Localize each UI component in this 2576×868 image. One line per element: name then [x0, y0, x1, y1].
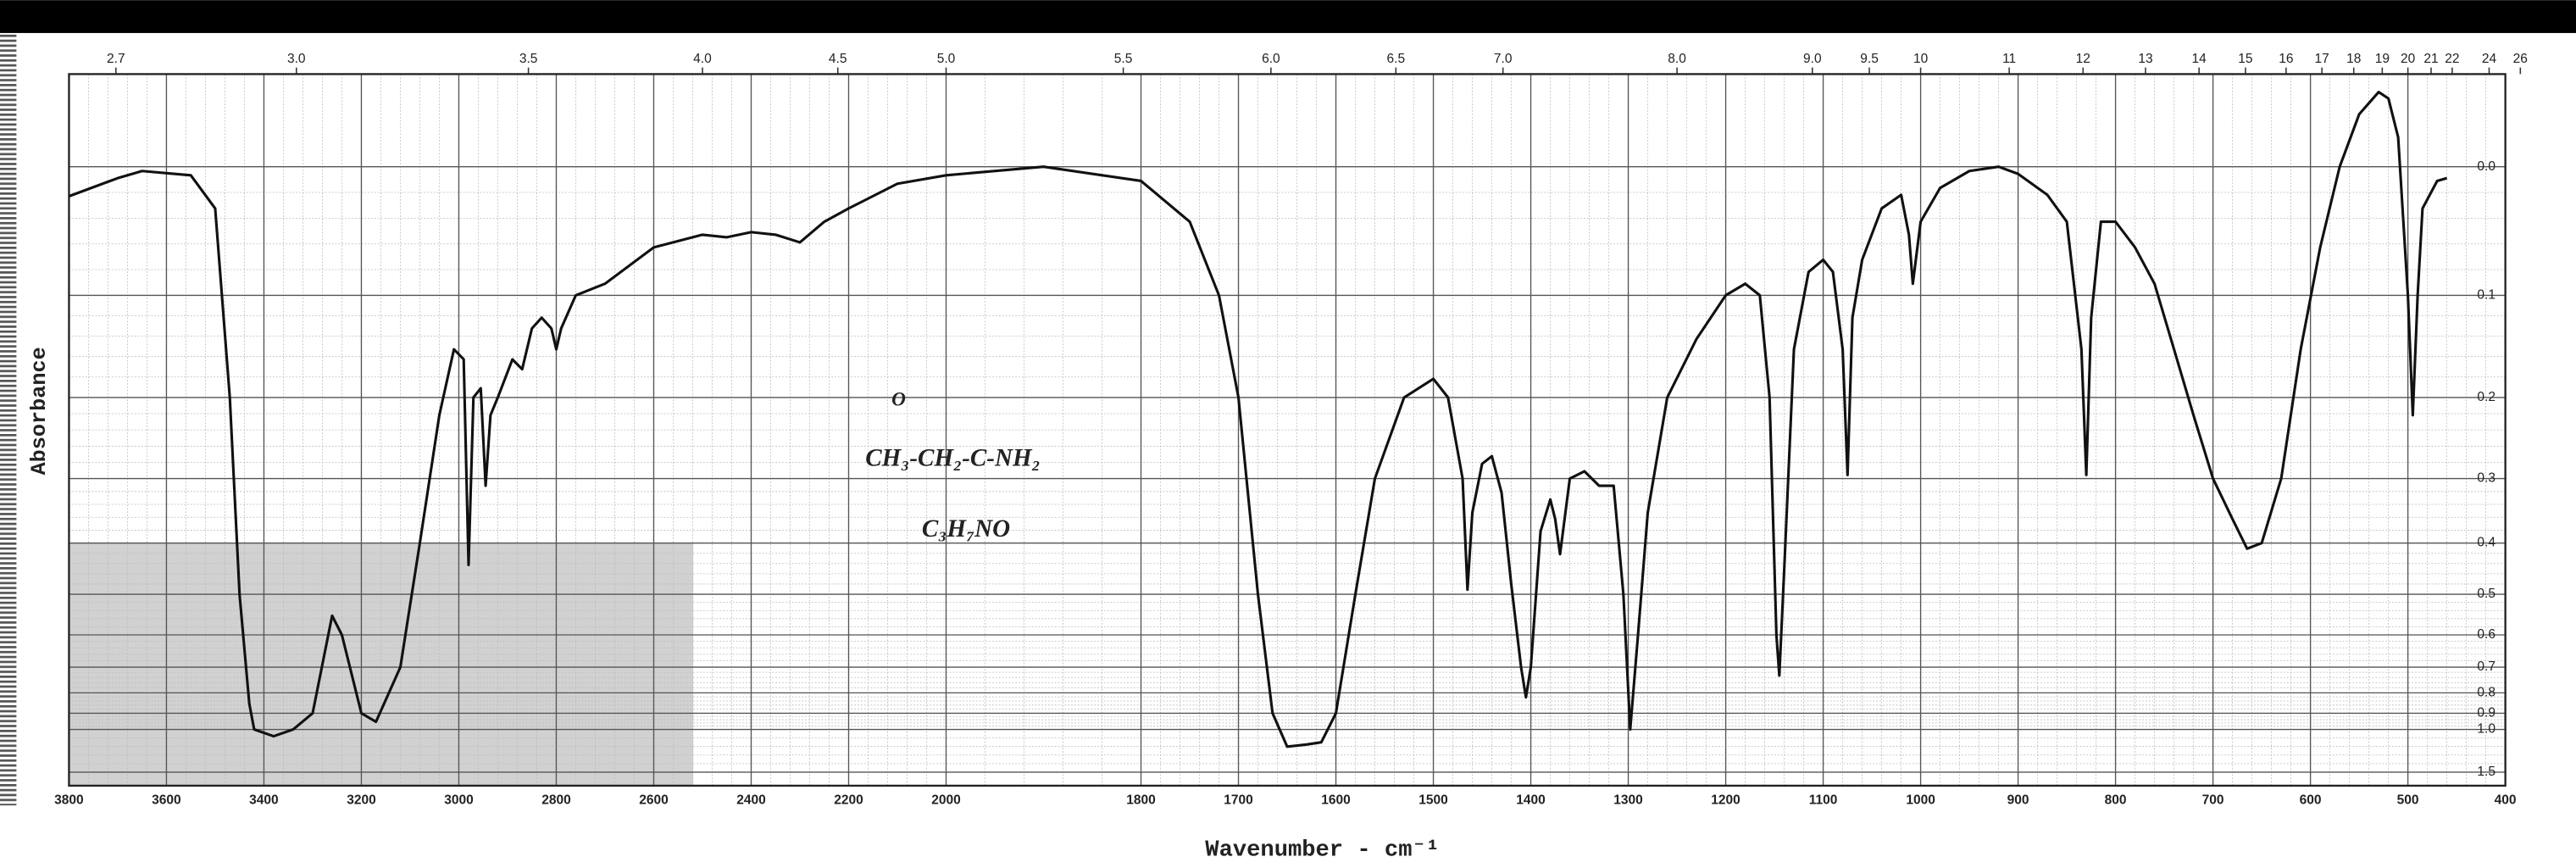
x2-tick-label: 17 — [2315, 52, 2329, 66]
x2-tick-label: 8.0 — [1668, 52, 1686, 66]
x-tick-label: 3000 — [444, 793, 473, 807]
x2-tick-label: 6.5 — [1387, 52, 1406, 66]
x-tick-label: 2200 — [834, 793, 863, 807]
x2-tick-label: 11 — [2002, 52, 2016, 66]
x-tick-label: 2400 — [736, 793, 765, 807]
y-tick-label: 1.0 — [2477, 722, 2496, 737]
x2-tick-label: 2.7 — [107, 52, 125, 66]
x2-tick-label: 13 — [2138, 52, 2152, 66]
spectrum-line — [68, 91, 2448, 748]
y-tick-label: 0.3 — [2477, 471, 2496, 486]
x2-tick-label: 5.5 — [1114, 52, 1133, 66]
x2-tick-label: 5.0 — [937, 52, 956, 66]
x-tick-label: 3600 — [152, 793, 180, 807]
x-axis-label: Wavenumber - cm⁻¹ — [1205, 837, 1440, 864]
x-tick-label: 3200 — [347, 793, 375, 807]
y-tick-label: 0.0 — [2477, 159, 2496, 174]
x-tick-label: 1700 — [1224, 793, 1252, 807]
x2-tick-label: 4.0 — [693, 52, 712, 66]
x2-tick-label: 21 — [2423, 52, 2438, 66]
y-tick-label: 0.2 — [2477, 390, 2496, 404]
y-axis-label: Absorbance — [27, 347, 52, 475]
y-tick-label: 0.9 — [2477, 706, 2496, 721]
x-tick-label: 1100 — [1809, 793, 1838, 807]
annotation: C₃H₇NO — [922, 515, 1010, 542]
x-tick-label: 1200 — [1711, 793, 1740, 807]
grid: 3800 3600 3400 3200 3000 2800 2600 2400 2200 2000… — [54, 52, 2528, 807]
y-tick-label: 0.1 — [2477, 287, 2496, 302]
x-tick-label: 1500 — [1418, 793, 1447, 807]
y-tick-label: 0.6 — [2477, 627, 2496, 642]
x-tick-label: 3800 — [54, 793, 83, 807]
x2-tick-label: 20 — [2401, 52, 2416, 66]
x-tick-label: 500 — [2397, 793, 2419, 807]
x-tick-label: 1000 — [1906, 793, 1935, 807]
x-tick-label: 2000 — [931, 793, 960, 807]
x-tick-label: 400 — [2495, 793, 2517, 807]
x-tick-label: 600 — [2300, 793, 2322, 807]
x2-tick-label: 10 — [1913, 52, 1929, 66]
x2-tick-label: 9.0 — [1803, 52, 1822, 66]
y-tick-label: 0.8 — [2477, 685, 2496, 699]
x2-tick-label: 22 — [2445, 52, 2459, 66]
x-tick-label: 3400 — [249, 793, 278, 807]
x2-tick-label: 19 — [2375, 52, 2390, 66]
y-tick-label: 0.5 — [2477, 587, 2496, 601]
x-tick-label: 700 — [2202, 793, 2224, 807]
x-tick-label: 1300 — [1613, 793, 1642, 807]
y-tick-label: 0.7 — [2477, 659, 2496, 674]
x2-tick-label: 14 — [2192, 52, 2207, 66]
x2-tick-label: 24 — [2482, 52, 2497, 66]
x-tick-label: 800 — [2105, 793, 2127, 807]
marks — [68, 91, 2448, 748]
x2-tick-label: 26 — [2513, 52, 2528, 66]
x2-tick-label: 16 — [2279, 52, 2293, 66]
x2-tick-label: 3.0 — [287, 52, 306, 66]
annotation: CH₃-CH₂-C-NH₂ — [865, 445, 1041, 472]
x2-tick-label: 7.0 — [1494, 52, 1513, 66]
x-tick-label: 1600 — [1321, 793, 1350, 807]
scan-border — [0, 0, 2576, 33]
x2-tick-label: 4.5 — [829, 52, 847, 66]
x2-tick-label: 9.5 — [1860, 52, 1879, 66]
x2-tick-label: 12 — [2076, 52, 2090, 66]
x-tick-label: 2600 — [639, 793, 668, 807]
x-tick-label: 2800 — [541, 793, 570, 807]
x-tick-label: 900 — [2007, 793, 2029, 807]
x2-tick-label: 6.0 — [1262, 52, 1280, 66]
plot-frame — [68, 73, 2507, 787]
scan-edge — [0, 32, 17, 806]
x-tick-label: 1400 — [1516, 793, 1545, 807]
x2-tick-label: 15 — [2238, 52, 2252, 66]
y-tick-label: 1.5 — [2477, 765, 2496, 779]
x-tick-label: 1800 — [1126, 793, 1155, 807]
y-tick-label: 0.4 — [2477, 536, 2496, 550]
x2-tick-label: 18 — [2346, 52, 2361, 66]
x2-tick-label: 3.5 — [519, 52, 538, 66]
annotation: O — [891, 389, 906, 411]
